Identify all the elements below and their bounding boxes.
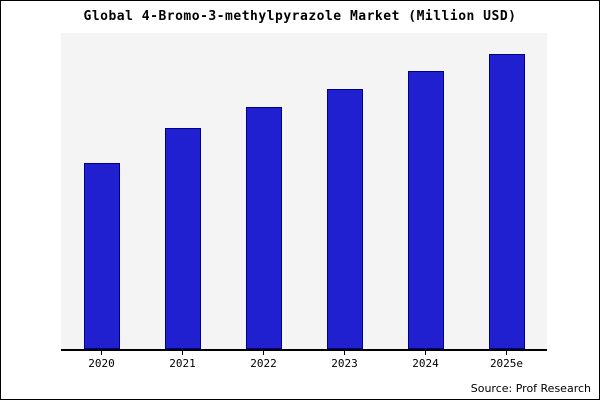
x-tick-label: 2025e (489, 357, 524, 370)
bar-slot (223, 33, 304, 349)
bar-slot (385, 33, 466, 349)
tick-mark (182, 351, 183, 355)
bar-2020 (83, 162, 120, 349)
tick-mark (344, 351, 345, 355)
x-tick-2021: 2021 (142, 351, 223, 370)
x-tick-label: 2021 (169, 357, 196, 370)
bar-2023 (326, 89, 363, 349)
x-axis-ticks: 2020 2021 2022 2023 2024 2025e (61, 351, 547, 370)
bar-slot (466, 33, 547, 349)
bar-2021 (164, 127, 201, 349)
chart-title: Global 4-Bromo-3-methylpyrazole Market (… (83, 9, 517, 24)
tick-mark (101, 351, 102, 355)
x-tick-2020: 2020 (61, 351, 142, 370)
bar-slot (142, 33, 223, 349)
tick-mark (425, 351, 426, 355)
tick-mark (506, 351, 507, 355)
x-tick-label: 2023 (331, 357, 358, 370)
bar-2025e (488, 53, 525, 349)
bar-2022 (245, 106, 282, 349)
x-tick-label: 2020 (88, 357, 115, 370)
plot-area (61, 33, 547, 351)
source-text: Source: Prof Research (470, 382, 591, 395)
tick-mark (263, 351, 264, 355)
bar-2024 (407, 71, 444, 349)
x-tick-2023: 2023 (304, 351, 385, 370)
x-tick-label: 2022 (250, 357, 277, 370)
bar-slot (61, 33, 142, 349)
x-tick-2025e: 2025e (466, 351, 547, 370)
bar-slot (304, 33, 385, 349)
x-tick-label: 2024 (412, 357, 439, 370)
x-tick-2022: 2022 (223, 351, 304, 370)
x-tick-2024: 2024 (385, 351, 466, 370)
